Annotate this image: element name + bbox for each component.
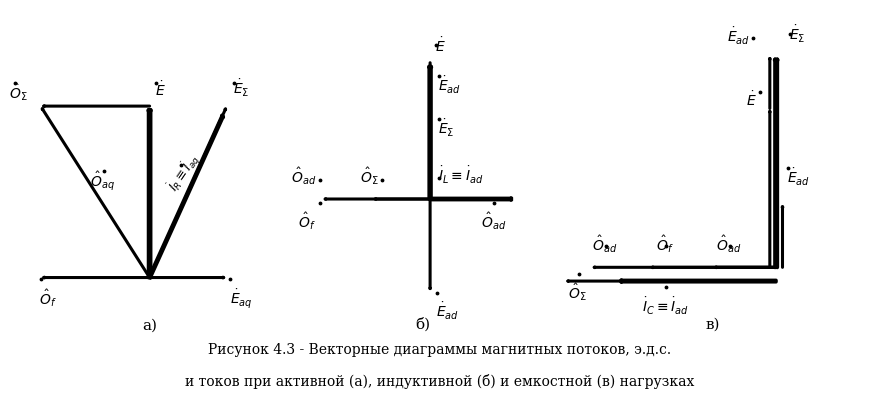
Text: $\dot{I}_R \equiv \dot{I}_{aq}$: $\dot{I}_R \equiv \dot{I}_{aq}$ (165, 150, 205, 196)
Text: $\hat{O}_{f}$: $\hat{O}_{f}$ (298, 211, 316, 232)
Text: $\hat{O}_{\Sigma}$: $\hat{O}_{\Sigma}$ (568, 281, 587, 303)
Text: $\dot{E}_{ad}$: $\dot{E}_{ad}$ (436, 301, 459, 322)
Text: $\hat{O}_{ad}$: $\hat{O}_{ad}$ (480, 211, 506, 232)
Text: $\dot{E}_{\Sigma}$: $\dot{E}_{\Sigma}$ (438, 118, 454, 139)
Text: в): в) (706, 318, 720, 332)
Text: $\dot{E}_{ad}$: $\dot{E}_{ad}$ (438, 75, 461, 96)
Text: $\dot{E}_{ad}$: $\dot{E}_{ad}$ (787, 167, 810, 188)
Text: $\hat{O}_{ad}$: $\hat{O}_{ad}$ (291, 166, 316, 187)
Text: $\dot{E}_{ad}$: $\dot{E}_{ad}$ (727, 26, 750, 47)
Text: $\dot{E}_{\Sigma}$: $\dot{E}_{\Sigma}$ (233, 78, 250, 99)
Text: $\dot{I}_C \equiv \dot{I}_{ad}$: $\dot{I}_C \equiv \dot{I}_{ad}$ (642, 296, 689, 317)
Text: $\hat{O}_{aq}$: $\hat{O}_{aq}$ (90, 170, 114, 193)
Text: и токов при активной (а), индуктивной (б) и емкостной (в) нагрузках: и токов при активной (а), индуктивной (б… (186, 374, 694, 389)
Text: $\hat{O}_{ad}$: $\hat{O}_{ad}$ (592, 233, 618, 254)
Text: $\dot{E}$: $\dot{E}$ (155, 81, 165, 99)
Text: $\hat{O}_{f}$: $\hat{O}_{f}$ (656, 233, 674, 254)
Text: $\dot{E}_{aq}$: $\dot{E}_{aq}$ (230, 287, 253, 310)
Text: $\hat{O}_{\Sigma}$: $\hat{O}_{\Sigma}$ (360, 166, 378, 187)
Text: $\dot{E}$: $\dot{E}$ (746, 91, 757, 110)
Text: $\hat{O}_{\Sigma}$: $\hat{O}_{\Sigma}$ (9, 81, 27, 103)
Text: б): б) (414, 318, 430, 332)
Text: $\dot{E}_{\Sigma}$: $\dot{E}_{\Sigma}$ (788, 24, 805, 45)
Text: $\dot{I}_L \equiv \dot{I}_{ad}$: $\dot{I}_L \equiv \dot{I}_{ad}$ (438, 165, 483, 186)
Text: $\hat{O}_{f}$: $\hat{O}_{f}$ (39, 287, 56, 309)
Text: $\dot{E}$: $\dot{E}$ (436, 36, 446, 55)
Text: а): а) (142, 319, 158, 333)
Text: $\hat{O}_{ad}$: $\hat{O}_{ad}$ (716, 233, 741, 254)
Text: Рисунок 4.3 - Векторные диаграммы магнитных потоков, э.д.с.: Рисунок 4.3 - Векторные диаграммы магнит… (209, 343, 671, 357)
